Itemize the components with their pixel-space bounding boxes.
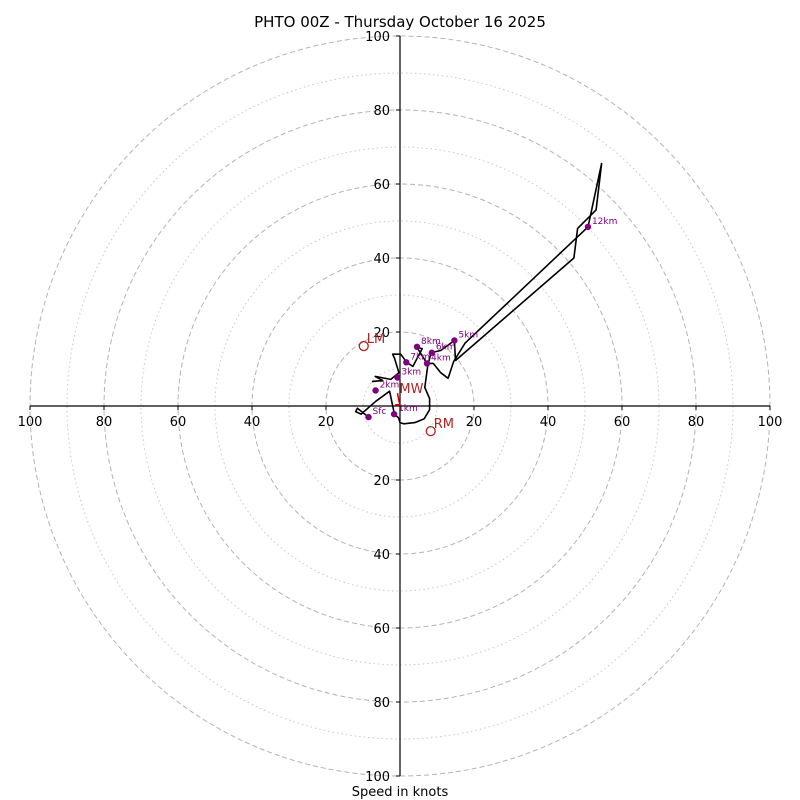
height-marker-label: 4km bbox=[431, 353, 451, 363]
storm-motion-marker bbox=[358, 340, 369, 352]
height-marker-point bbox=[394, 374, 401, 381]
y-tick-label: 60 bbox=[373, 178, 390, 193]
tick-labels: 100 80 60 40 20 20 40 60 80 100 20 40 60 80 100 20 40 60 8… bbox=[18, 30, 783, 785]
mean-wind-label: MW bbox=[399, 382, 423, 397]
x-tick-label: 40 bbox=[244, 415, 261, 430]
y-tick-label: 40 bbox=[373, 548, 390, 563]
height-marker-point bbox=[423, 360, 431, 367]
height-marker-point bbox=[413, 343, 421, 350]
y-tick-label: 60 bbox=[373, 622, 390, 637]
storm-motion-label: LM bbox=[367, 332, 385, 347]
mean-wind-arrow bbox=[396, 393, 401, 407]
storm-motions: MW LM RM bbox=[358, 332, 454, 437]
y-tick-label: 100 bbox=[365, 30, 390, 45]
y-tick-label: 40 bbox=[373, 252, 390, 267]
x-tick-label: 80 bbox=[96, 415, 113, 430]
height-marker-point bbox=[451, 337, 458, 344]
x-tick-label: 20 bbox=[466, 415, 483, 430]
x-axis-label: Speed in knots bbox=[352, 785, 449, 800]
x-tick-label: 60 bbox=[614, 415, 631, 430]
y-tick-label: 100 bbox=[365, 770, 390, 785]
hodograph-trace-group bbox=[354, 162, 603, 425]
x-tick-label: 100 bbox=[758, 415, 783, 430]
mean-wind-arrowhead bbox=[394, 404, 401, 407]
height-marker-point bbox=[584, 223, 592, 231]
hodograph-trace bbox=[354, 162, 603, 425]
height-marker-label: 5km bbox=[458, 331, 478, 341]
x-tick-label: 60 bbox=[170, 415, 187, 430]
x-tick-label: 100 bbox=[18, 415, 43, 430]
height-marker-point bbox=[390, 410, 398, 418]
height-marker-label: 8km bbox=[421, 337, 441, 347]
height-marker-label: Sfc bbox=[373, 407, 387, 417]
height-marker-label: 7km bbox=[410, 352, 430, 362]
storm-motion-marker bbox=[425, 426, 436, 437]
storm-motion-label: RM bbox=[434, 417, 454, 432]
x-tick-label: 40 bbox=[540, 415, 557, 430]
height-marker-label: 12km bbox=[592, 217, 617, 227]
height-marker-point bbox=[428, 349, 436, 356]
chart-title: PHTO 00Z - Thursday October 16 2025 bbox=[254, 13, 546, 31]
y-tick-label: 20 bbox=[373, 474, 390, 489]
height-marker-point bbox=[372, 387, 379, 394]
x-tick-label: 80 bbox=[688, 415, 705, 430]
height-marker-label: 1km bbox=[398, 404, 418, 414]
height-marker-label: 3km bbox=[401, 368, 421, 378]
height-marker-label: 6km bbox=[436, 343, 456, 353]
y-tick-label: 80 bbox=[373, 696, 390, 711]
x-tick-label: 20 bbox=[318, 415, 335, 430]
height-marker-point bbox=[365, 413, 372, 421]
height-marker-label: 2km bbox=[380, 380, 400, 390]
y-tick-label: 80 bbox=[373, 104, 390, 119]
height-marker-point bbox=[403, 359, 410, 366]
y-tick-label: 20 bbox=[373, 326, 390, 341]
